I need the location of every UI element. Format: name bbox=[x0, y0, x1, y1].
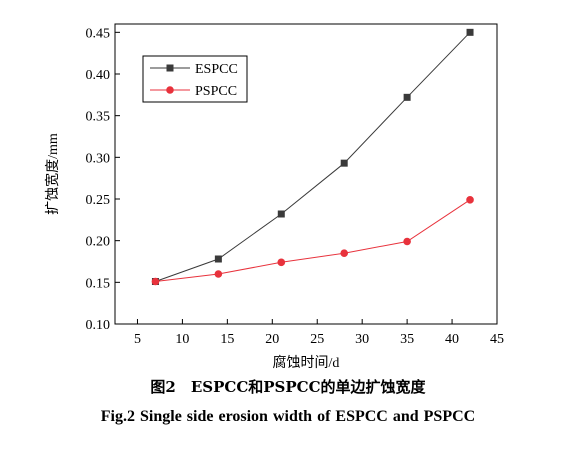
y-tick-label: 0.10 bbox=[86, 318, 111, 333]
pspcc-data-point bbox=[340, 249, 348, 257]
axes: 5 10 15 20 25 30 35 40 45 0.10 0.15 0.20 0.25 0.30 0.3… bbox=[44, 24, 504, 371]
x-tick-label: 10 bbox=[175, 332, 189, 347]
y-tick-label: 0.15 bbox=[86, 276, 111, 291]
pspcc-data-point bbox=[466, 196, 474, 204]
figure-caption-english: Fig.2 Single side erosion width of ESPCC… bbox=[0, 408, 576, 426]
x-tick-label: 20 bbox=[265, 332, 279, 347]
y-tick-label: 0.25 bbox=[86, 193, 111, 208]
espcc-data-point bbox=[404, 94, 411, 101]
y-tick-label: 0.40 bbox=[86, 68, 111, 83]
pspcc-data-point bbox=[277, 259, 285, 267]
espcc-data-point bbox=[341, 160, 348, 167]
x-axis-label: 腐蚀时间/d bbox=[273, 354, 340, 371]
x-tick-label: 15 bbox=[220, 332, 234, 347]
pspcc-data-point bbox=[152, 278, 160, 286]
espcc-legend-label: ESPCC bbox=[195, 62, 238, 77]
x-tick-label: 40 bbox=[445, 332, 459, 347]
pspcc-series-line bbox=[155, 200, 470, 282]
x-tick-label: 30 bbox=[355, 332, 369, 347]
espcc-data-point bbox=[215, 256, 222, 263]
y-tick-label: 0.20 bbox=[86, 235, 111, 250]
x-tick-label: 25 bbox=[310, 332, 324, 347]
y-tick-label: 0.35 bbox=[86, 110, 111, 125]
x-tick-label: 5 bbox=[134, 332, 141, 347]
y-axis-label: 扩蚀宽度/mm bbox=[44, 133, 61, 215]
pspcc-legend-marker bbox=[166, 86, 174, 94]
pspcc-legend-label: PSPCC bbox=[195, 84, 237, 99]
espcc-data-point bbox=[278, 211, 285, 218]
x-tick-label: 35 bbox=[400, 332, 414, 347]
legend: ESPCC PSPCC bbox=[143, 56, 247, 102]
espcc-data-point bbox=[467, 29, 474, 36]
y-tick-label: 0.30 bbox=[86, 151, 111, 166]
pspcc-data-point bbox=[403, 238, 411, 246]
y-tick-label: 0.45 bbox=[86, 26, 111, 41]
figure-caption-chinese: 图2 ESPCC和PSPCC的单边扩蚀宽度 bbox=[0, 376, 576, 397]
pspcc-data-point bbox=[215, 270, 223, 278]
x-tick-label: 45 bbox=[490, 332, 504, 347]
espcc-legend-marker bbox=[167, 65, 174, 72]
